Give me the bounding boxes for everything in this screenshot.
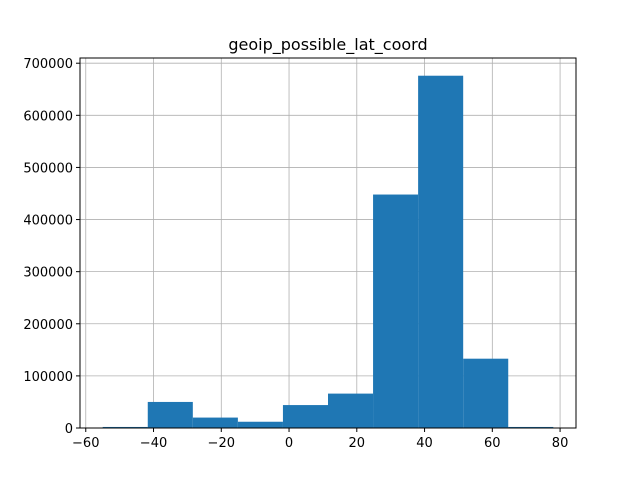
histogram-bar <box>102 426 148 428</box>
bars <box>102 75 554 428</box>
y-tick-label: 500000 <box>23 161 73 176</box>
x-tick-label: 60 <box>484 436 501 451</box>
y-tick-label: 0 <box>65 422 73 437</box>
y-tick-label: 300000 <box>23 266 73 281</box>
plot-frame <box>79 57 577 429</box>
y-tick-label: 400000 <box>23 214 73 229</box>
x-tick-label: 20 <box>349 436 366 451</box>
x-tick-label: −40 <box>140 436 167 451</box>
y-tick-label: 100000 <box>23 370 73 385</box>
x-tick-label: −20 <box>208 436 235 451</box>
chart-title: geoip_possible_lat_coord <box>228 35 427 55</box>
histogram-bar <box>508 426 554 428</box>
x-tick-label: 40 <box>416 436 433 451</box>
x-tick-label: 80 <box>552 436 569 451</box>
histogram-bar <box>282 405 328 428</box>
x-axis-ticks: −60 −40 −20 0 20 40 60 80 <box>72 428 568 451</box>
histogram-bar <box>147 401 193 428</box>
histogram-bar <box>237 421 283 428</box>
y-tick-label: 600000 <box>23 109 73 124</box>
x-tick-label: 0 <box>285 436 293 451</box>
histogram-bar <box>192 417 238 428</box>
y-axis-ticks: 0 100000 200000 300000 400000 500000 600000 700… <box>23 57 80 437</box>
histogram-bar <box>328 393 374 428</box>
y-tick-label: 200000 <box>23 318 73 333</box>
y-tick-label: 700000 <box>23 57 73 72</box>
axes <box>79 57 577 429</box>
histogram-bar <box>373 194 419 428</box>
x-tick-label: −60 <box>72 436 99 451</box>
histogram-bar <box>463 358 509 428</box>
histogram-bar <box>418 75 464 428</box>
